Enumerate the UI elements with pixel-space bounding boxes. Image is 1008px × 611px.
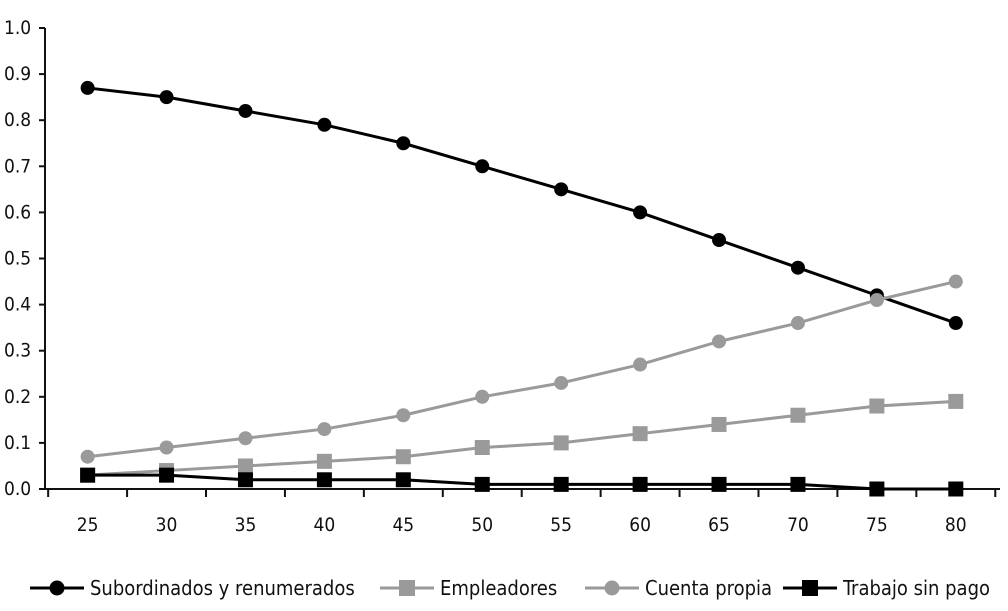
series-1 xyxy=(80,80,963,331)
data-point xyxy=(238,103,253,118)
series-line xyxy=(87,86,957,325)
data-point xyxy=(633,357,648,372)
x-tick-label: 80 xyxy=(945,514,967,536)
y-tick-label: 0.7 xyxy=(4,155,31,177)
y-tick-label: 0.2 xyxy=(4,386,31,408)
y-tick-label: 0.3 xyxy=(4,340,31,362)
legend-marker xyxy=(802,580,818,596)
data-point xyxy=(711,416,727,432)
x-tick-label: 65 xyxy=(708,514,730,536)
data-point xyxy=(395,472,411,488)
data-point xyxy=(869,292,884,307)
x-tick-label: 70 xyxy=(787,514,809,536)
data-point xyxy=(790,260,805,275)
x-tick-label: 25 xyxy=(77,514,99,536)
data-point xyxy=(712,334,727,349)
series-2 xyxy=(80,393,964,483)
series-line xyxy=(87,399,956,477)
data-point xyxy=(711,476,727,492)
data-point xyxy=(948,481,964,497)
data-point xyxy=(790,316,805,331)
y-tick-label: 0.8 xyxy=(4,109,31,131)
legend-label: Subordinados y renumerados xyxy=(90,576,355,600)
legend-item: Cuenta propia xyxy=(585,576,772,600)
data-point xyxy=(80,449,95,464)
legend-label: Trabajo sin pago xyxy=(842,576,990,600)
series-3 xyxy=(80,274,963,464)
legend-marker xyxy=(604,580,620,596)
data-point xyxy=(475,389,490,404)
x-tick-label: 60 xyxy=(629,514,651,536)
y-tick-label: 0.4 xyxy=(4,294,31,316)
x-tick-label: 75 xyxy=(866,514,888,536)
data-point xyxy=(317,422,332,437)
data-point xyxy=(633,205,648,220)
axes: 0.0 0.1 0.2 0.3 0.4 0.5 0.6 0.7 0.8 0.9 1.0 25 30 35 4… xyxy=(4,17,1000,536)
data-point xyxy=(790,407,806,423)
data-point xyxy=(80,80,95,95)
data-point xyxy=(948,274,963,289)
y-tick-label: 0.1 xyxy=(4,432,31,454)
y-tick-label: 1.0 xyxy=(4,17,31,39)
legend-item: Trabajo sin pago xyxy=(783,576,990,600)
data-point xyxy=(316,472,332,488)
y-tick-label: 0.0 xyxy=(4,478,31,500)
data-point xyxy=(553,476,569,492)
data-point xyxy=(159,440,174,455)
data-point xyxy=(869,481,885,497)
data-point xyxy=(475,159,490,174)
x-tick-label: 40 xyxy=(314,514,336,536)
legend-item: Empleadores xyxy=(380,576,557,600)
data-point xyxy=(474,440,490,456)
data-point xyxy=(632,476,648,492)
series-line xyxy=(87,473,956,491)
x-tick-label: 30 xyxy=(156,514,178,536)
series-4 xyxy=(80,467,964,497)
legend-label: Cuenta propia xyxy=(645,576,772,600)
y-tick-label: 0.5 xyxy=(4,248,31,270)
data-point xyxy=(395,449,411,465)
data-point xyxy=(238,431,253,446)
x-tick-label: 55 xyxy=(550,514,572,536)
data-point xyxy=(80,467,96,483)
data-point xyxy=(317,117,332,132)
plot-area xyxy=(80,80,964,497)
data-point xyxy=(316,453,332,469)
data-point xyxy=(396,136,411,151)
legend-marker xyxy=(49,580,65,596)
data-point xyxy=(632,426,648,442)
x-tick-label: 45 xyxy=(392,514,414,536)
data-point xyxy=(474,476,490,492)
legend: Subordinados y renumerados Empleadores Cue… xyxy=(30,576,990,600)
x-tick-label: 50 xyxy=(471,514,493,536)
data-point xyxy=(396,408,411,423)
data-point xyxy=(712,233,727,248)
data-point xyxy=(159,467,175,483)
data-point xyxy=(948,316,963,331)
data-point xyxy=(554,375,569,390)
y-tick-label: 0.9 xyxy=(4,63,31,85)
data-point xyxy=(553,435,569,451)
data-point xyxy=(948,393,964,409)
y-tick-label: 0.6 xyxy=(4,201,31,223)
data-point xyxy=(237,472,253,488)
data-point xyxy=(554,182,569,197)
legend-label: Empleadores xyxy=(440,576,557,600)
data-point xyxy=(790,476,806,492)
data-point xyxy=(159,90,174,105)
data-point xyxy=(869,398,885,414)
legend-marker xyxy=(399,580,415,596)
x-tick-label: 35 xyxy=(235,514,257,536)
legend-item: Subordinados y renumerados xyxy=(30,576,355,600)
data-point xyxy=(237,458,253,474)
series-line xyxy=(87,280,957,459)
